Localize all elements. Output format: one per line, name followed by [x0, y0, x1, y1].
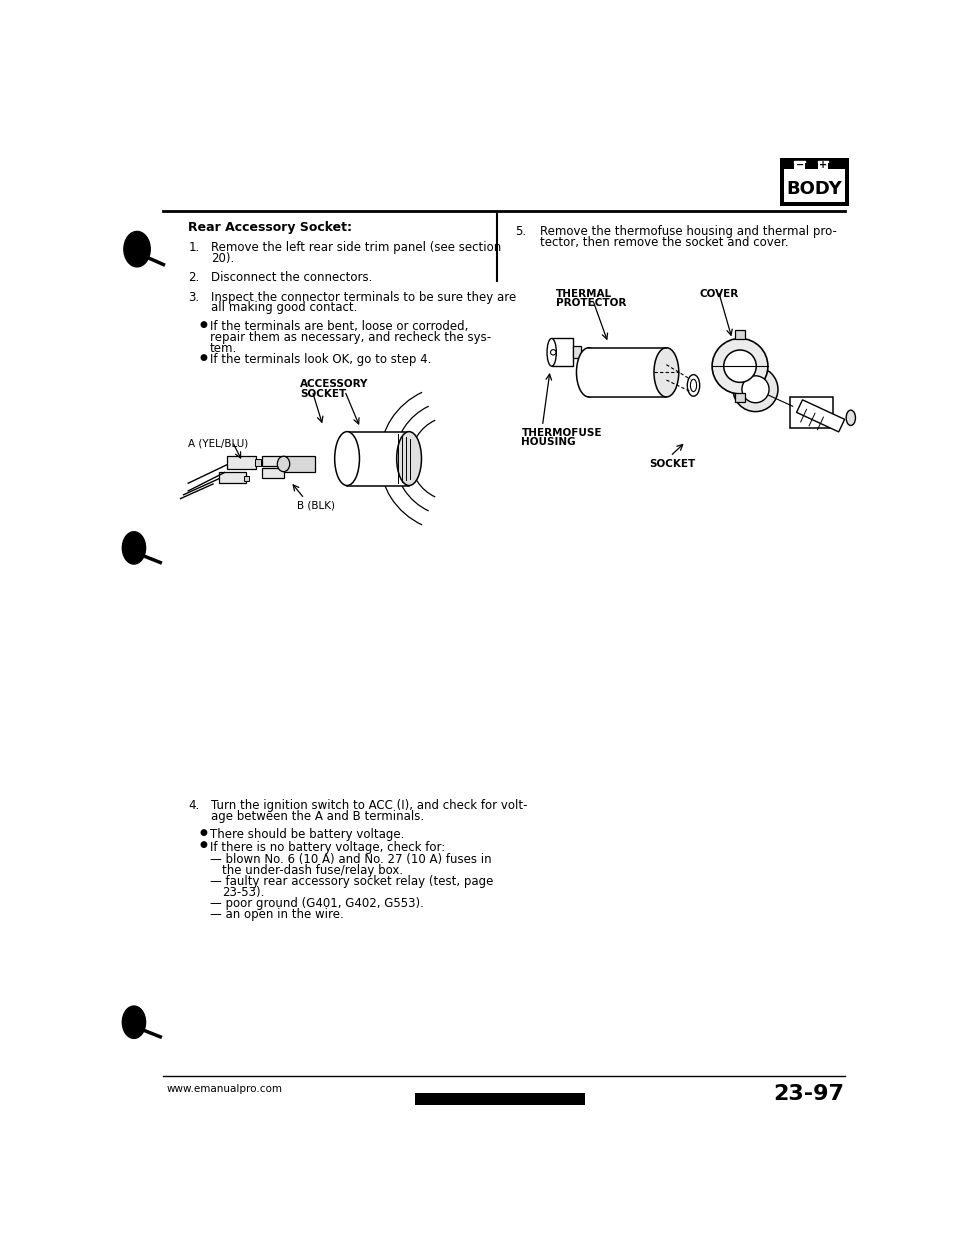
Bar — [348, 432, 409, 486]
Bar — [794, 163, 805, 169]
Text: 1.: 1. — [188, 241, 200, 255]
Text: If the terminals are bent, loose or corroded,: If the terminals are bent, loose or corr… — [210, 320, 468, 333]
Text: ●: ● — [199, 841, 207, 850]
Ellipse shape — [654, 348, 679, 397]
Bar — [818, 161, 828, 169]
Text: — poor ground (G401, G402, G553).: — poor ground (G401, G402, G553). — [210, 898, 423, 910]
Ellipse shape — [277, 456, 290, 472]
Text: ACCESSORY: ACCESSORY — [300, 379, 369, 389]
Text: — an open in the wire.: — an open in the wire. — [210, 908, 344, 922]
Bar — [283, 456, 315, 472]
Text: carmanualsonline.info: carmanualsonline.info — [450, 1093, 565, 1103]
Text: BODY: BODY — [786, 180, 842, 197]
Text: Turn the ignition switch to ACC (I), and check for volt-: Turn the ignition switch to ACC (I), and… — [211, 799, 528, 812]
Text: +: + — [819, 160, 827, 170]
Text: 2.: 2. — [188, 272, 200, 284]
Bar — [552, 339, 573, 366]
Ellipse shape — [733, 366, 778, 411]
Text: Remove the left rear side trim panel (see section: Remove the left rear side trim panel (se… — [211, 241, 502, 255]
Bar — [780, 158, 849, 206]
Ellipse shape — [846, 410, 855, 426]
Text: — faulty rear accessory socket relay (test, page: — faulty rear accessory socket relay (te… — [210, 876, 493, 888]
Text: Inspect the connector terminals to be sure they are: Inspect the connector terminals to be su… — [211, 291, 516, 304]
Ellipse shape — [335, 432, 359, 486]
Ellipse shape — [687, 375, 700, 396]
Text: tem.: tem. — [210, 342, 237, 354]
Bar — [262, 456, 285, 466]
Text: SOCKET: SOCKET — [300, 389, 346, 399]
Ellipse shape — [122, 1006, 146, 1038]
Text: www.emanualpro.com: www.emanualpro.com — [166, 1084, 282, 1094]
Text: −: − — [796, 160, 804, 170]
Ellipse shape — [550, 350, 556, 355]
Ellipse shape — [547, 339, 557, 366]
Polygon shape — [797, 400, 845, 432]
Text: ●: ● — [199, 320, 207, 329]
Text: all making good contact.: all making good contact. — [211, 302, 358, 314]
Bar — [573, 347, 581, 359]
Text: 4.: 4. — [188, 799, 200, 812]
Ellipse shape — [724, 350, 756, 383]
Text: age between the A and B terminals.: age between the A and B terminals. — [211, 810, 424, 822]
Text: If there is no battery voltage, check for:: If there is no battery voltage, check fo… — [210, 841, 445, 853]
Bar — [262, 468, 283, 478]
Ellipse shape — [690, 379, 697, 391]
Text: SOCKET: SOCKET — [649, 458, 696, 468]
Text: repair them as necessary, and recheck the sys-: repair them as necessary, and recheck th… — [210, 330, 491, 344]
Text: 23-53).: 23-53). — [223, 886, 265, 899]
Text: PROTECTOR: PROTECTOR — [556, 298, 626, 308]
Ellipse shape — [396, 432, 421, 486]
Bar — [244, 476, 250, 481]
Text: HOUSING: HOUSING — [521, 437, 576, 447]
Text: A (YEL/BLU): A (YEL/BLU) — [188, 438, 249, 448]
Text: 23-97: 23-97 — [774, 1084, 845, 1104]
Bar — [415, 1093, 585, 1105]
Bar — [794, 161, 805, 169]
Text: tector, then remove the socket and cover.: tector, then remove the socket and cover… — [540, 236, 789, 250]
Text: COVER: COVER — [700, 289, 739, 299]
Ellipse shape — [742, 376, 769, 402]
Bar — [784, 165, 845, 202]
Text: ●: ● — [199, 353, 207, 363]
Text: 5.: 5. — [516, 225, 526, 238]
Text: There should be battery voltage.: There should be battery voltage. — [210, 828, 404, 841]
Bar — [784, 163, 845, 169]
Ellipse shape — [576, 348, 601, 397]
Text: If the terminals look OK, go to step 4.: If the terminals look OK, go to step 4. — [210, 353, 431, 366]
Bar — [219, 472, 246, 483]
Bar — [818, 163, 828, 169]
Bar — [254, 460, 261, 466]
Text: Remove the thermofuse housing and thermal pro-: Remove the thermofuse housing and therma… — [540, 225, 837, 238]
Text: ●: ● — [199, 828, 207, 837]
Bar — [588, 348, 666, 397]
Text: THERMOFUSE: THERMOFUSE — [521, 427, 602, 437]
Bar — [735, 394, 745, 402]
Text: 20).: 20). — [211, 252, 234, 266]
Text: 3.: 3. — [188, 291, 200, 304]
Ellipse shape — [122, 532, 146, 564]
Bar — [735, 330, 745, 339]
Bar — [790, 397, 833, 427]
Ellipse shape — [124, 231, 150, 267]
Text: THERMAL: THERMAL — [556, 289, 612, 299]
Text: — blown No. 6 (10 A) and No. 27 (10 A) fuses in: — blown No. 6 (10 A) and No. 27 (10 A) f… — [210, 853, 492, 866]
Bar — [227, 456, 256, 468]
Ellipse shape — [712, 339, 768, 394]
Text: the under-dash fuse/relay box.: the under-dash fuse/relay box. — [223, 863, 403, 877]
Text: Disconnect the connectors.: Disconnect the connectors. — [211, 272, 372, 284]
Text: B (BLK): B (BLK) — [297, 501, 335, 510]
Text: Rear Accessory Socket:: Rear Accessory Socket: — [188, 221, 352, 235]
